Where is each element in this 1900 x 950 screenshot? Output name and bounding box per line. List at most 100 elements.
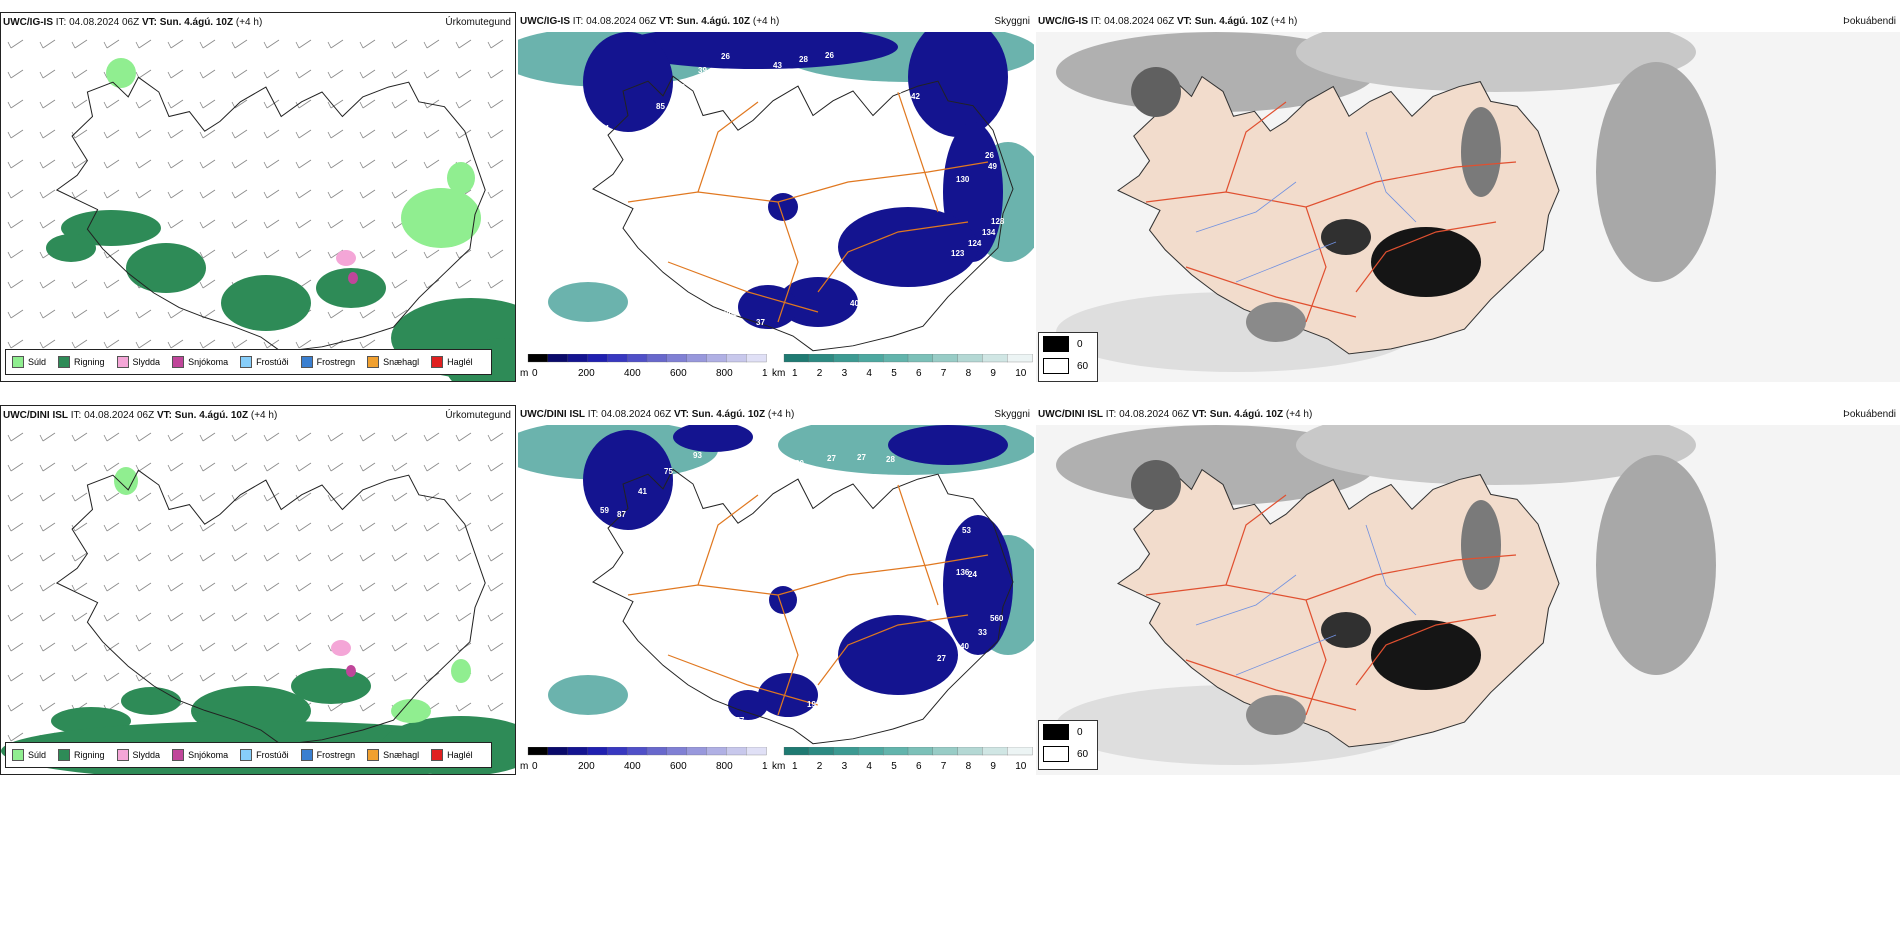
visibility-tick: 3 [842, 761, 848, 772]
precip-map [1, 432, 515, 774]
fog-cores [1131, 460, 1501, 735]
dew-roads [1145, 494, 1517, 716]
ceiling-label: 46 [641, 674, 650, 683]
wind-barb [39, 159, 56, 169]
wind-barb [39, 432, 56, 442]
wind-barb [135, 672, 152, 682]
fog-legend-row: 60 [1039, 743, 1097, 765]
wind-barb [103, 249, 120, 259]
wind-barb [7, 492, 24, 502]
wind-barb [263, 219, 280, 229]
wind-barb [487, 189, 504, 199]
legend-item-slydda: Slydda [116, 749, 160, 761]
ceiling-label: 130 [956, 175, 970, 184]
wind-barb [199, 249, 216, 259]
wind-barb [39, 582, 56, 592]
wind-barb [199, 522, 216, 532]
fog-legend: 0 60 [1038, 332, 1098, 382]
panel-header: UWC/IG-IS IT: 04.08.2024 06Z VT: Sun. 4.… [1, 13, 515, 33]
ceiling-tick: 800 [716, 368, 733, 379]
sleet-area [331, 640, 351, 656]
coastline [592, 75, 1014, 352]
wind-barb [199, 189, 216, 199]
colorbar-segment [726, 353, 747, 363]
rain-area [316, 268, 386, 308]
ceiling-label: 105 [608, 263, 622, 272]
ceiling-area [758, 673, 818, 717]
colorbar-segment [883, 746, 909, 756]
wind-barb [391, 672, 408, 682]
colorbar-segment [646, 353, 668, 363]
wind-barb [455, 702, 472, 712]
road [1305, 599, 1327, 716]
wind-barb [455, 582, 472, 592]
colorbar-segment [1007, 746, 1033, 756]
ceiling-label: 93 [693, 451, 702, 460]
road [897, 91, 939, 213]
road [1225, 101, 1287, 193]
ceiling-label: 19 [926, 130, 935, 139]
wind-barb [263, 672, 280, 682]
wind-barb [135, 642, 152, 652]
ceiling-label: 43 [773, 61, 782, 70]
ceiling-label: 39 [698, 66, 707, 75]
precip-type-panel: UWC/DINI ISL IT: 04.08.2024 06Z VT: Sun.… [0, 405, 516, 775]
visibility-tick: 2 [817, 761, 823, 772]
legend-label: Frostregn [316, 750, 356, 760]
drizzle-areas [106, 58, 481, 248]
valid-time: Sun. 4.ágú. 10Z [1194, 16, 1269, 27]
legend-item-frostregn: Frostregn [300, 749, 356, 761]
precip-legend: Súld Rigning Slydda Snjókoma Frostúði Frostre… [5, 742, 492, 768]
ceiling-label: 45 [574, 187, 583, 196]
wind-barb [199, 462, 216, 472]
visibility-colorbar-svg: km 1 2 3 4 5 6 7 8 9 10 [772, 353, 1033, 379]
visibility-colorbar-svg: km 1 2 3 4 5 6 7 8 9 10 [772, 746, 1033, 772]
wind-barb [487, 552, 504, 562]
wind-barb [455, 99, 472, 109]
snow-area [346, 665, 356, 677]
wind-barb [39, 552, 56, 562]
wind-barb [231, 672, 248, 682]
wind-barb [71, 339, 88, 349]
wind-barb [295, 189, 312, 199]
wind-barb [7, 672, 24, 682]
wind-barb [103, 612, 120, 622]
valid-time-label: VT: [658, 16, 674, 27]
ceiling-label: 22 [912, 491, 921, 500]
wind-barb [231, 69, 248, 79]
wind-barb [167, 129, 184, 139]
ceiling-tick: 1000 [762, 761, 768, 772]
fog-legend-row: 0 [1039, 721, 1097, 743]
wind-barb [455, 432, 472, 442]
river [1195, 181, 1297, 233]
legend-swatch [116, 356, 129, 368]
wind-barb [7, 249, 24, 259]
legend-swatch [300, 356, 313, 368]
wind-barb [263, 612, 280, 622]
snow-area [348, 272, 358, 284]
ceiling-label: 27 [827, 454, 836, 463]
wind-barb [263, 99, 280, 109]
ceiling-label: 26 [721, 52, 730, 61]
precip-map [7, 39, 515, 381]
wind-barb [39, 39, 56, 49]
wind-barb [391, 522, 408, 532]
ceiling-colorbar: m0 200 400 600 800 1000 [520, 746, 785, 773]
wind-barb [71, 279, 88, 289]
ceiling-label: 45 [910, 693, 919, 702]
lead-time: (+4 h) [1285, 409, 1313, 420]
valid-time: Sun. 4.ágú. 10Z [676, 16, 751, 27]
wind-barb [231, 39, 248, 49]
wind-barb [231, 642, 248, 652]
fog-legend-label: 60 [1077, 748, 1089, 760]
wind-barb [167, 432, 184, 442]
wind-barb [71, 99, 88, 109]
wind-barb [135, 339, 152, 349]
wind-barb [295, 159, 312, 169]
wind-barb [135, 159, 152, 169]
wind-barb [455, 69, 472, 79]
ceiling-label: 96 [703, 313, 712, 322]
wind-barb [327, 522, 344, 532]
wind-barb [391, 552, 408, 562]
